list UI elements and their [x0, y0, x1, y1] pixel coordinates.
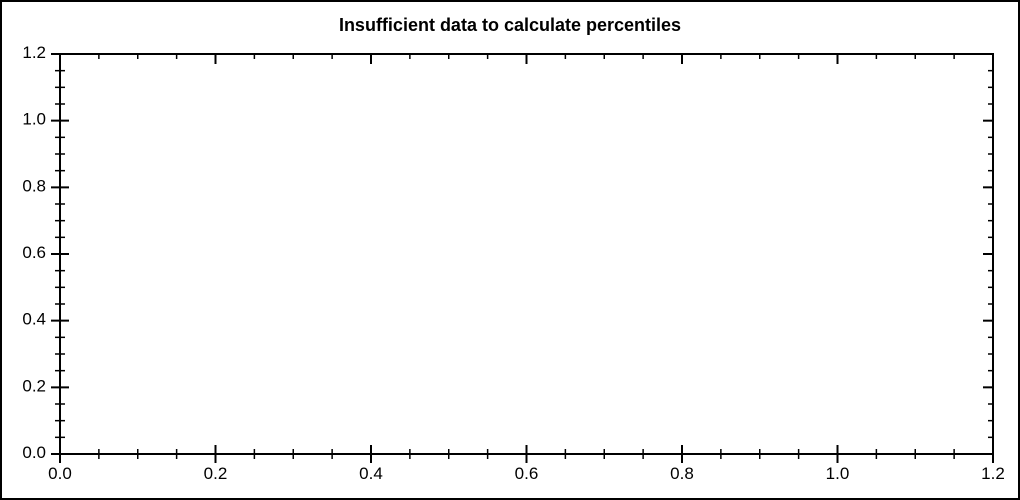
y-tick-label: 0.0: [22, 443, 46, 462]
x-tick-label: 0.4: [359, 464, 383, 483]
y-tick-label: 0.4: [22, 310, 46, 329]
x-tick-label: 0.0: [48, 464, 72, 483]
chart-title: Insufficient data to calculate percentil…: [338, 15, 682, 35]
x-tick-label: 1.2: [981, 464, 1005, 483]
x-tick-label: 1.0: [826, 464, 850, 483]
y-tick-label: 0.2: [22, 376, 46, 395]
x-tick-label: 0.2: [204, 464, 228, 483]
y-tick-label: 0.6: [22, 243, 46, 262]
x-tick-label: 0.6: [515, 464, 539, 483]
y-tick-label: 1.2: [22, 43, 46, 62]
y-tick-label: 1.0: [22, 110, 46, 129]
y-tick-label: 0.8: [22, 176, 46, 195]
x-tick-label: 0.8: [670, 464, 694, 483]
plot-border: [59, 53, 994, 455]
